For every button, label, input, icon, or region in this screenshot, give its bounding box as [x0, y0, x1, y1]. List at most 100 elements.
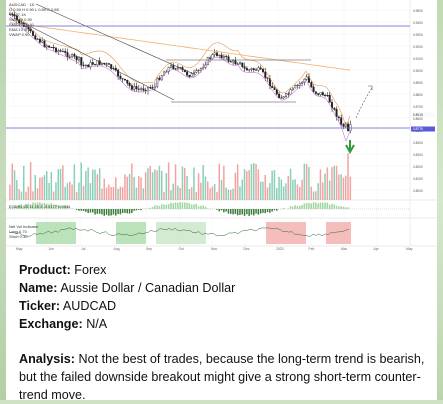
volume-bar: [51, 172, 53, 200]
histogram-bar: [152, 207, 154, 209]
volume-bar: [299, 187, 301, 200]
volume-bar: [104, 179, 106, 200]
histogram-bar: [83, 209, 85, 211]
candle-body: [334, 108, 336, 109]
candle-body: [214, 53, 216, 55]
histogram-bar: [320, 202, 322, 209]
volume-bar: [283, 187, 285, 200]
histogram-bar: [301, 205, 303, 209]
candle-body: [55, 48, 57, 52]
volume-bar: [269, 183, 271, 200]
histogram-bar: [329, 205, 331, 209]
candle-body: [253, 69, 255, 70]
histogram-bar: [311, 204, 313, 209]
histogram-bar: [331, 204, 333, 209]
candle-body: [258, 68, 260, 71]
time-tick-label: Aug: [114, 247, 120, 251]
volume-bar: [60, 169, 62, 200]
histogram-bar: [78, 209, 80, 211]
candle-body: [186, 72, 188, 75]
candle-body: [232, 61, 234, 62]
candle-body: [67, 52, 69, 57]
volume-bar: [28, 187, 30, 200]
candle-body: [152, 87, 154, 88]
signal-band: [326, 222, 351, 244]
volume-bar: [21, 192, 23, 200]
volume-bar: [304, 164, 306, 200]
histogram-bar: [343, 207, 345, 209]
volume-bar: [37, 188, 39, 200]
volume-bar: [251, 164, 253, 200]
candle-body: [51, 47, 53, 48]
candle-body: [58, 51, 60, 52]
histogram-bar: [173, 203, 175, 209]
histogram-bar: [108, 209, 110, 216]
price-tick-label: 0.8200: [413, 165, 423, 169]
histogram-bar: [216, 209, 218, 210]
volume-bar: [117, 189, 119, 200]
histogram-bar: [345, 207, 347, 209]
histogram-bar: [334, 204, 336, 209]
histogram-bar: [92, 209, 94, 212]
histogram-bar: [90, 209, 92, 213]
time-tick-label: Sep: [146, 247, 152, 251]
volume-bar: [14, 170, 16, 200]
price-tick-label: 0.9200: [413, 45, 423, 49]
price-tick-label: 0.9100: [413, 57, 423, 61]
candle-body: [228, 57, 230, 62]
volume-bar: [258, 169, 260, 200]
candle-body: [133, 86, 135, 89]
histogram-bar: [260, 209, 262, 214]
candle-body: [237, 64, 239, 65]
candle-body: [74, 54, 76, 56]
price-tick-label: 0.9000: [413, 69, 423, 73]
volume-bar: [140, 178, 142, 200]
volume-bar: [53, 192, 55, 200]
candle-body: [216, 53, 218, 56]
volume-bar: [244, 169, 246, 200]
volume-bar: [113, 187, 115, 200]
candle-body: [44, 41, 46, 47]
volume-bar: [207, 181, 209, 200]
volume-bar: [274, 170, 276, 200]
histogram-bar: [71, 208, 73, 209]
volume-bar: [248, 170, 250, 200]
histogram-bar: [306, 203, 308, 209]
volume-bar: [334, 166, 336, 200]
histogram-bar: [324, 203, 326, 209]
volume-bar: [46, 171, 48, 200]
candle-body: [41, 41, 43, 42]
volume-bar: [83, 186, 85, 200]
histogram-bar: [175, 202, 177, 209]
ticker-label: Ticker:: [19, 299, 60, 313]
histogram-bar: [207, 208, 209, 209]
candle-body: [235, 61, 237, 64]
time-tick-label: Dec: [244, 247, 250, 251]
volume-bar: [262, 182, 264, 200]
volume-bar: [189, 189, 191, 200]
candle-body: [173, 65, 175, 68]
candle-body: [262, 69, 264, 72]
histogram-bar: [168, 204, 170, 209]
price-tag-label: 0.8776: [413, 127, 423, 131]
histogram-bar: [276, 209, 278, 211]
volume-bar: [200, 183, 202, 200]
histogram-bar: [297, 206, 299, 209]
histogram-bar: [140, 209, 142, 210]
candle-body: [189, 75, 191, 77]
histogram-bar: [269, 209, 271, 213]
candle-body: [343, 124, 345, 126]
histogram-bar: [189, 203, 191, 209]
histogram-bar: [179, 202, 181, 209]
volume-bar: [108, 184, 110, 200]
volume-bar: [235, 173, 237, 200]
candle-body: [301, 82, 303, 83]
volume-bar: [184, 168, 186, 200]
candle-body: [336, 109, 338, 117]
volume-bar: [331, 167, 333, 200]
candle-body: [145, 90, 147, 91]
name-label: Name:: [19, 281, 58, 295]
volume-bar: [297, 184, 299, 200]
volume-bar: [131, 163, 133, 200]
candle-body: [223, 56, 225, 58]
